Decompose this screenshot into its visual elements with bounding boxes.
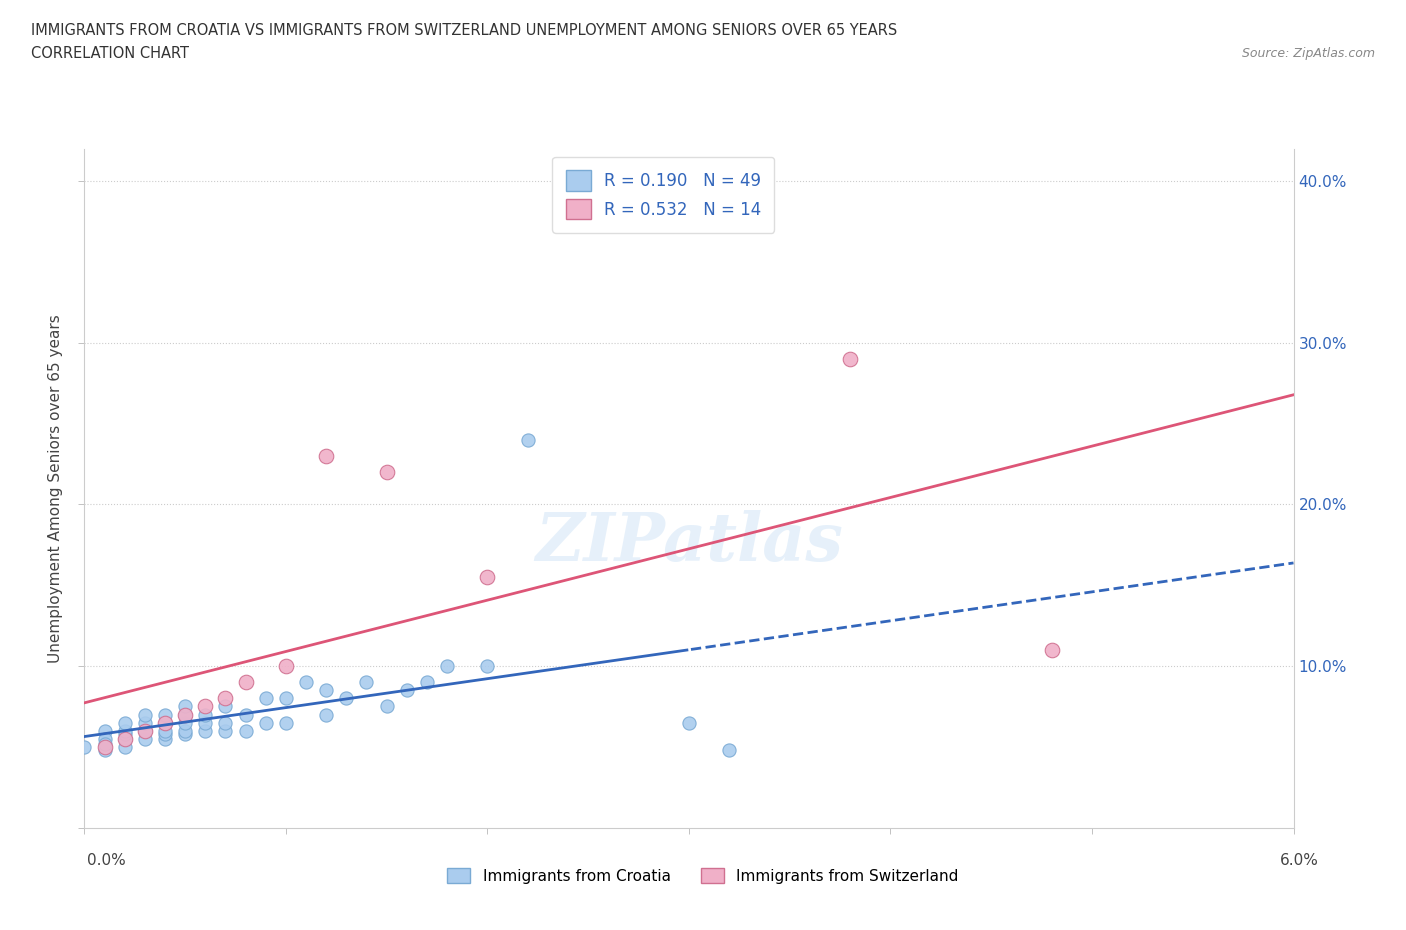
Point — [194, 699, 217, 714]
Point — [153, 724, 176, 738]
Point — [477, 570, 499, 585]
Point — [214, 724, 236, 738]
Text: 0.0%: 0.0% — [87, 853, 127, 868]
Text: ZIPatlas: ZIPatlas — [536, 510, 842, 575]
Text: Source: ZipAtlas.com: Source: ZipAtlas.com — [1241, 46, 1375, 60]
Point — [718, 743, 741, 758]
Point — [134, 707, 156, 722]
Text: CORRELATION CHART: CORRELATION CHART — [31, 46, 188, 61]
Point — [214, 715, 236, 730]
Point — [254, 715, 277, 730]
Point — [477, 658, 499, 673]
Point — [335, 691, 357, 706]
Point — [315, 683, 337, 698]
Point — [235, 707, 257, 722]
Text: IMMIGRANTS FROM CROATIA VS IMMIGRANTS FROM SWITZERLAND UNEMPLOYMENT AMONG SENIOR: IMMIGRANTS FROM CROATIA VS IMMIGRANTS FR… — [31, 23, 897, 38]
Point — [436, 658, 458, 673]
Point — [93, 739, 115, 754]
Point — [315, 707, 337, 722]
Point — [114, 724, 136, 738]
Point — [153, 731, 176, 746]
Point — [274, 658, 297, 673]
Point — [153, 726, 176, 741]
Point — [93, 731, 115, 746]
Point — [395, 683, 418, 698]
Point — [235, 724, 257, 738]
Point — [134, 724, 156, 738]
Point — [134, 715, 156, 730]
Point — [114, 715, 136, 730]
Point — [174, 699, 197, 714]
Point — [416, 675, 439, 690]
Point — [295, 675, 318, 690]
Text: 6.0%: 6.0% — [1279, 853, 1319, 868]
Point — [134, 724, 156, 738]
Point — [93, 743, 115, 758]
Point — [194, 715, 217, 730]
Point — [174, 715, 197, 730]
Legend: Immigrants from Croatia, Immigrants from Switzerland: Immigrants from Croatia, Immigrants from… — [441, 861, 965, 890]
Point — [194, 707, 217, 722]
Point — [214, 691, 236, 706]
Point — [375, 699, 398, 714]
Point — [114, 726, 136, 741]
Point — [839, 352, 862, 366]
Point — [356, 675, 378, 690]
Point — [93, 724, 115, 738]
Point — [678, 715, 700, 730]
Point — [174, 707, 197, 722]
Point — [174, 726, 197, 741]
Point — [235, 675, 257, 690]
Point — [93, 737, 115, 751]
Point — [153, 715, 176, 730]
Point — [214, 699, 236, 714]
Point — [274, 691, 297, 706]
Point — [174, 707, 197, 722]
Legend: R = 0.190   N = 49, R = 0.532   N = 14: R = 0.190 N = 49, R = 0.532 N = 14 — [553, 157, 775, 232]
Y-axis label: Unemployment Among Seniors over 65 years: Unemployment Among Seniors over 65 years — [48, 314, 63, 662]
Point — [516, 432, 538, 447]
Point — [194, 724, 217, 738]
Point — [114, 731, 136, 746]
Point — [174, 724, 197, 738]
Point — [274, 715, 297, 730]
Point — [153, 707, 176, 722]
Point — [134, 731, 156, 746]
Point — [73, 739, 96, 754]
Point — [114, 739, 136, 754]
Point — [1040, 643, 1063, 658]
Point — [114, 731, 136, 746]
Point — [153, 715, 176, 730]
Point — [315, 448, 337, 463]
Point — [375, 465, 398, 480]
Point — [254, 691, 277, 706]
